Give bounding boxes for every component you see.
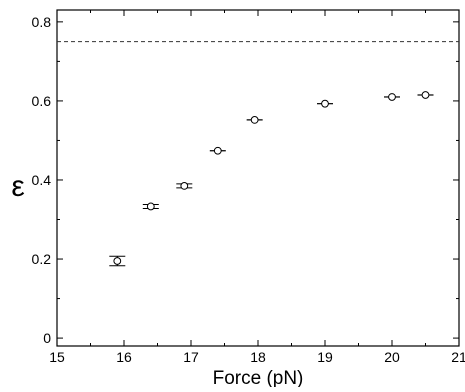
point-marker [213,146,222,155]
data-point [109,255,126,267]
x-tick-label: 21 [451,349,465,365]
x-tick-label: 17 [183,349,199,365]
point-marker [388,93,396,101]
point-marker [146,202,155,211]
point-marker [321,99,329,108]
x-tick-label: 18 [250,349,266,365]
x-tick-label: 19 [317,349,333,365]
x-tick-label: 15 [49,349,65,365]
y-axis-ticks: 0 0.2 0.4 0.6 0.8 [32,14,459,346]
y-tick-label: 0.8 [32,14,52,30]
y-tick-label: 0.2 [32,251,52,267]
point-marker [113,257,122,265]
y-tick-label: 0.4 [32,172,52,188]
data-point [417,91,434,99]
y-axis-label: ε [11,170,24,203]
data-point [384,93,400,101]
point-marker [250,115,259,124]
point-marker [421,91,430,99]
y-tick-label: 0 [43,330,51,346]
y-tick-label: 0.6 [32,93,52,109]
data-point [209,146,226,155]
data-point [176,182,193,190]
x-tick-label: 16 [116,349,132,365]
data-point [142,202,159,211]
data-point [246,115,263,124]
x-tick-label: 20 [384,349,400,365]
data-points [109,91,434,267]
plot-area-frame [56,9,460,347]
x-axis-label: Force (pN) [213,368,304,387]
point-marker [180,182,189,190]
data-point [317,99,333,108]
x-axis-ticks: 15 16 17 18 19 20 21 [49,10,465,365]
